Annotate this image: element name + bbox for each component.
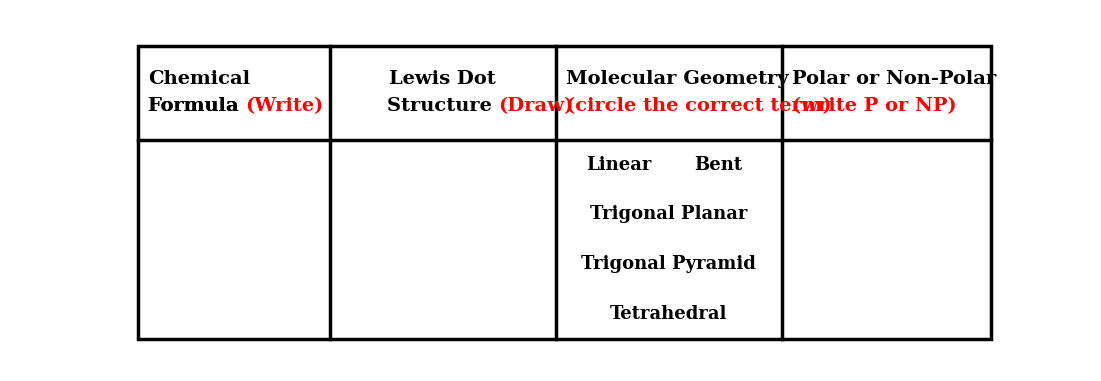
Text: Linear: Linear [587, 155, 652, 173]
Text: Trigonal Planar: Trigonal Planar [590, 205, 748, 223]
Text: Tetrahedral: Tetrahedral [610, 305, 728, 323]
Text: Formula: Formula [148, 97, 246, 115]
Text: Polar or Non-Polar: Polar or Non-Polar [792, 70, 996, 88]
Text: (write P or NP): (write P or NP) [792, 97, 957, 115]
Text: Lewis Dot: Lewis Dot [390, 70, 497, 88]
Text: (circle the correct term): (circle the correct term) [566, 97, 831, 115]
Text: Chemical: Chemical [148, 70, 250, 88]
Text: Structure: Structure [386, 97, 499, 115]
Text: Bent: Bent [695, 155, 742, 173]
Text: Trigonal Pyramid: Trigonal Pyramid [581, 255, 756, 273]
Text: (Write): (Write) [246, 97, 324, 115]
Text: (Draw): (Draw) [499, 97, 574, 115]
Text: Formula: Formula [148, 97, 246, 115]
Text: Molecular Geometry: Molecular Geometry [566, 70, 788, 88]
